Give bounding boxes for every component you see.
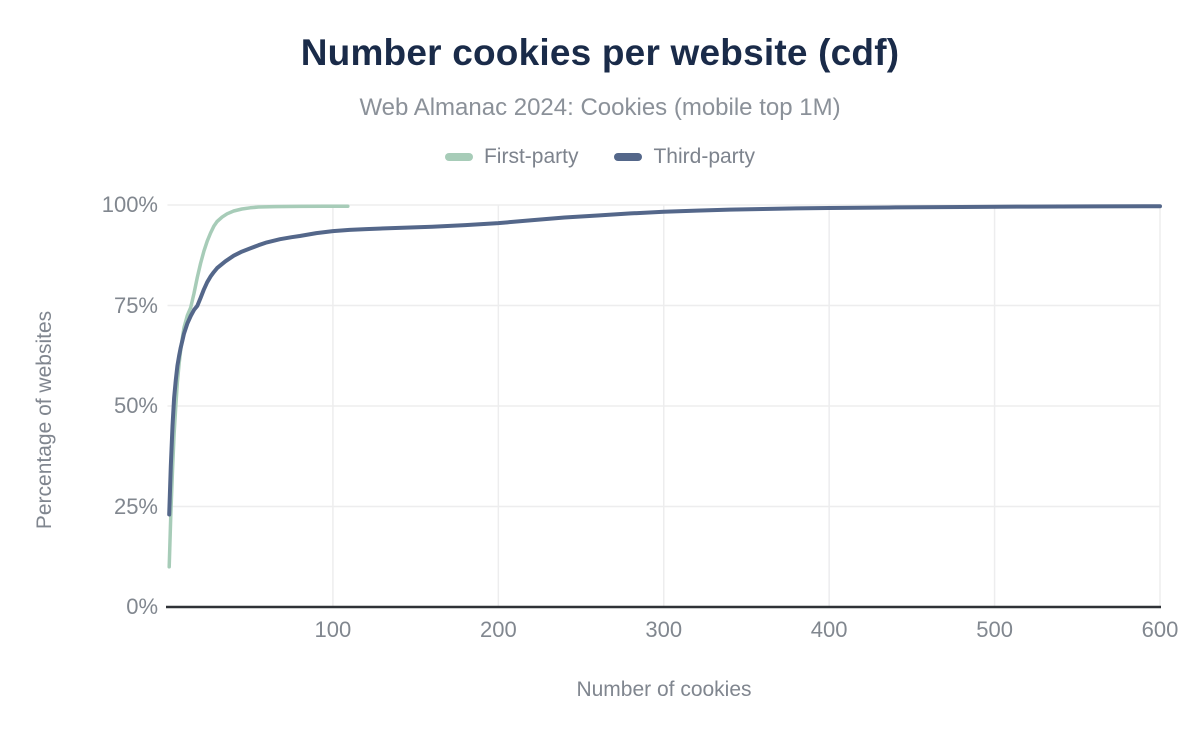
y-axis-title: Percentage of websites bbox=[33, 310, 56, 530]
x-axis-title: Number of cookies bbox=[576, 678, 752, 701]
third-party-swatch-icon bbox=[614, 153, 643, 161]
y-tick-label: 50% bbox=[113, 393, 158, 418]
y-tick-label: 0% bbox=[126, 594, 158, 619]
legend-item-third-party[interactable]: Third-party bbox=[614, 145, 755, 169]
x-tick-label: 200 bbox=[479, 617, 517, 642]
x-tick-label: 500 bbox=[976, 617, 1013, 642]
first-party-swatch-icon bbox=[444, 153, 473, 161]
chart-subtitle: Web Almanac 2024: Cookies (mobile top 1M… bbox=[359, 94, 841, 121]
legend-item-first-party[interactable]: First-party bbox=[444, 145, 579, 169]
chart-title: Number cookies per website (cdf) bbox=[300, 32, 900, 73]
y-tick-label: 100% bbox=[101, 192, 158, 217]
y-tick-label: 75% bbox=[113, 292, 158, 318]
x-tick-label: 400 bbox=[810, 617, 848, 642]
x-tick-label: 300 bbox=[645, 617, 683, 642]
legend-label-third-party: Third-party bbox=[653, 145, 756, 168]
first-party-line bbox=[167, 204, 350, 569]
third-party-line bbox=[167, 204, 1162, 517]
x-tick-label: 600 bbox=[1141, 617, 1179, 642]
y-tick-label: 25% bbox=[113, 493, 158, 519]
x-tick-label: 100 bbox=[314, 617, 352, 642]
legend-label-first-party: First-party bbox=[483, 145, 579, 168]
legend: First-party Third-party bbox=[0, 144, 1200, 170]
